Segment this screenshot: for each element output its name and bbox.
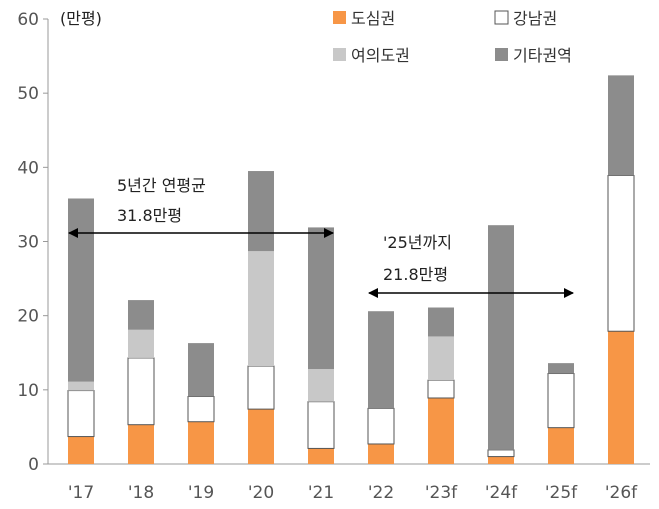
x-tick-label: '20 <box>248 483 274 503</box>
bar-segment <box>68 381 94 391</box>
bar-segment <box>428 336 454 381</box>
x-tick-label: '21 <box>308 483 334 503</box>
bar-segment <box>367 407 395 445</box>
bar-segment <box>308 227 334 370</box>
legend-label: 기타권역 <box>513 46 572 65</box>
bar-segment <box>428 397 454 464</box>
bar-segment <box>608 75 634 176</box>
legend-label: 도심권 <box>351 9 395 28</box>
bar-segment <box>368 311 394 409</box>
y-tick-label: 50 <box>17 84 39 104</box>
bar-segment <box>607 174 635 332</box>
x-tick-label: '26f <box>605 483 638 503</box>
x-tick-label: '19 <box>188 483 214 503</box>
bar-segment <box>247 365 275 410</box>
bar-segment <box>128 329 154 358</box>
x-tick-label: '22 <box>368 483 394 503</box>
bar-segment <box>248 171 274 252</box>
annotation-text: '25년까지 <box>383 233 452 252</box>
y-tick-label: 10 <box>17 381 39 401</box>
bar-segment <box>608 331 634 464</box>
legend-swatch <box>333 48 346 61</box>
bar-segment <box>248 409 274 464</box>
bar-segment <box>308 369 334 402</box>
y-tick-label: 30 <box>17 233 39 253</box>
bar-segment <box>248 251 274 367</box>
unit-label: (만평) <box>60 9 102 28</box>
x-ticks: '17 '18 '19 '20 '21 '22 '23f '24f '25f '26f <box>68 483 638 503</box>
bar-segment <box>307 401 335 449</box>
bar-segment <box>188 421 214 464</box>
y-ticks: 0 10 20 30 40 50 60 <box>17 10 48 475</box>
annotation-value: 31.8만평 <box>117 206 182 225</box>
annotation-value: 21.8만평 <box>383 265 448 284</box>
bar-segment <box>548 363 574 374</box>
x-tick-label: '18 <box>128 483 154 503</box>
x-tick-label: '24f <box>485 483 518 503</box>
bar-segment <box>128 424 154 464</box>
bars <box>67 75 635 464</box>
y-tick-label: 60 <box>17 10 39 30</box>
y-tick-label: 0 <box>28 455 39 475</box>
bar-segment <box>67 390 95 438</box>
bar-segment <box>187 396 215 423</box>
legend-swatch <box>494 10 509 25</box>
legend-swatch <box>333 11 346 24</box>
legend-swatch <box>495 48 508 61</box>
bar-segment <box>488 456 514 464</box>
bar-segment <box>428 307 454 337</box>
legend-label: 여의도권 <box>351 46 410 65</box>
y-tick-label: 40 <box>17 158 39 178</box>
annotations: 5년간 연평균 31.8만평 '25년까지 21.8만평 <box>68 176 574 298</box>
bar-segment <box>487 449 515 458</box>
bar-segment <box>308 448 334 464</box>
bar-segment <box>127 357 155 426</box>
annotation-text: 5년간 연평균 <box>117 176 206 195</box>
x-tick-label: '23f <box>425 483 458 503</box>
bar-segment <box>488 225 514 450</box>
bar-segment <box>427 379 455 399</box>
x-tick-label: '17 <box>68 483 94 503</box>
y-tick-label: 20 <box>17 307 39 327</box>
bar-segment <box>547 373 575 429</box>
bar-segment <box>68 198 94 382</box>
x-tick-label: '25f <box>545 483 578 503</box>
bar-segment <box>128 300 154 330</box>
legend-label: 강남권 <box>513 9 557 28</box>
bar-segment <box>188 343 214 397</box>
bar-segment <box>548 427 574 464</box>
bar-segment <box>368 443 394 464</box>
bar-segment <box>68 436 94 464</box>
